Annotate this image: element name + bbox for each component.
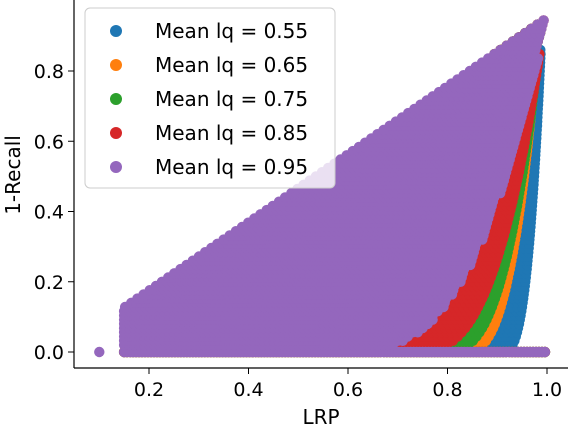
data-point-lq-095	[539, 346, 551, 358]
